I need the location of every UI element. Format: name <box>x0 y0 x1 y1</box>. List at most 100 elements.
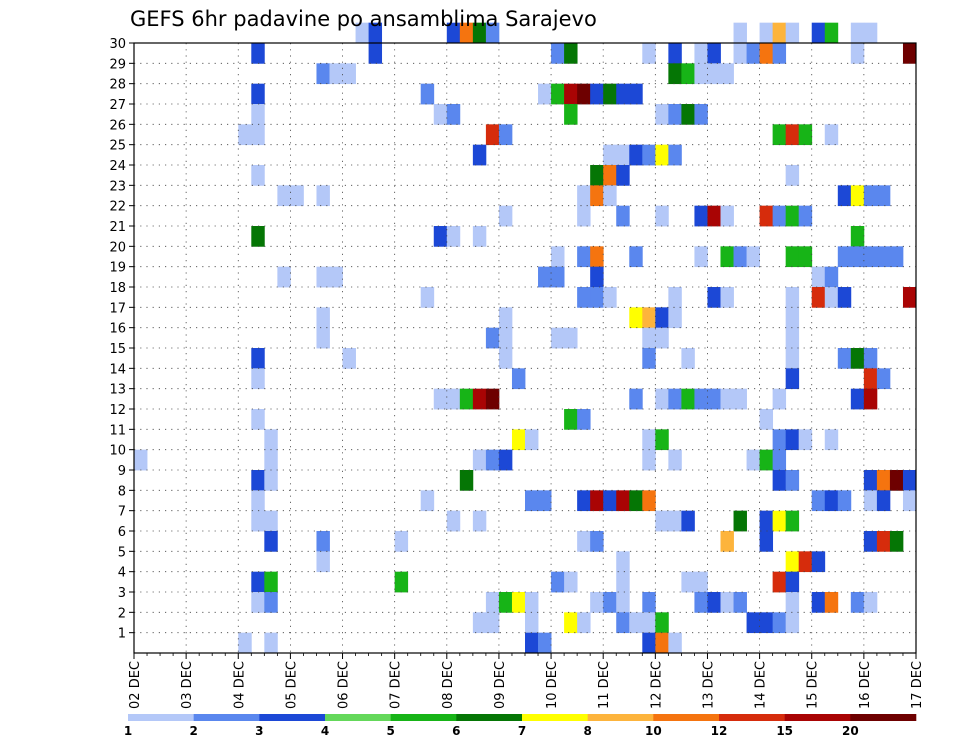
heatmap-cell <box>902 490 917 512</box>
heatmap-cell <box>577 83 591 105</box>
heatmap-cell <box>251 368 265 390</box>
heatmap-cell <box>603 185 617 207</box>
heatmap-cell <box>902 470 917 491</box>
heatmap-cell <box>603 490 617 512</box>
heatmap-cell <box>759 205 774 227</box>
heatmap-cell <box>707 388 721 410</box>
heatmap-cell <box>577 531 591 552</box>
heatmap-cell <box>642 449 656 471</box>
heatmap-cell <box>485 124 500 146</box>
heatmap-cell <box>564 409 578 430</box>
heatmap-cell <box>668 388 682 410</box>
heatmap-cell <box>485 449 500 471</box>
heatmap-cell <box>824 22 839 44</box>
heatmap-cell <box>629 490 643 512</box>
legend-label: 20 <box>842 724 859 738</box>
heatmap-cell <box>238 124 252 146</box>
heatmap-cell <box>902 287 917 308</box>
cells-layer <box>134 22 917 654</box>
y-tick-label: 28 <box>109 78 126 93</box>
heatmap-cell <box>811 592 826 613</box>
y-tick-label: 1 <box>118 627 126 642</box>
heatmap-cell <box>759 612 774 634</box>
heatmap-cell <box>707 205 721 227</box>
heatmap-cell <box>733 22 747 44</box>
heatmap-cell <box>668 632 682 654</box>
heatmap-cell <box>316 531 330 552</box>
heatmap-cell <box>251 571 265 593</box>
y-tick-label: 18 <box>109 281 126 296</box>
heatmap-cell <box>316 327 330 349</box>
heatmap-cell <box>811 287 826 308</box>
y-tick-label: 2 <box>118 606 126 621</box>
legend-swatch <box>259 714 326 721</box>
heatmap-cell <box>889 531 904 552</box>
heatmap-cell <box>290 185 304 207</box>
y-tick-label: 3 <box>118 586 126 601</box>
heatmap-cell <box>551 327 565 349</box>
heatmap-cell <box>785 470 800 491</box>
heatmap-cell <box>694 592 708 613</box>
heatmap-cell <box>720 287 734 308</box>
heatmap-cell <box>772 571 787 593</box>
heatmap-cell <box>876 246 891 268</box>
heatmap-cell <box>251 470 265 491</box>
heatmap-cell <box>772 22 787 44</box>
heatmap-cell <box>629 246 643 268</box>
heatmap-cell <box>277 266 291 288</box>
heatmap-cell <box>655 327 669 349</box>
heatmap-cell <box>564 104 578 125</box>
heatmap-cell <box>655 307 669 329</box>
heatmap-cell <box>251 165 265 186</box>
heatmap-cell <box>251 592 265 613</box>
heatmap-cell <box>616 144 630 166</box>
heatmap-cell <box>811 490 826 512</box>
heatmap-cell <box>459 22 474 44</box>
heatmap-cell <box>590 266 604 288</box>
heatmap-cell <box>525 592 539 613</box>
heatmap-cell <box>668 287 682 308</box>
heatmap-cell <box>681 510 695 532</box>
heatmap-cell <box>824 124 839 146</box>
y-tick-label: 27 <box>109 98 126 113</box>
heatmap-cell <box>707 287 721 308</box>
y-tick-label: 16 <box>109 322 126 337</box>
heatmap-cell <box>837 246 852 268</box>
heatmap-cell <box>681 348 695 369</box>
legend-swatch <box>390 714 457 721</box>
heatmap-cell <box>655 205 669 227</box>
heatmap-cell <box>863 592 878 613</box>
heatmap-cell <box>355 22 369 44</box>
y-tick-label: 4 <box>118 566 126 581</box>
heatmap-cell <box>733 43 747 64</box>
heatmap-cell <box>746 246 760 268</box>
heatmap-cell <box>681 388 695 410</box>
heatmap-cell <box>655 612 669 634</box>
heatmap-cell <box>746 43 760 64</box>
heatmap-cell <box>720 205 734 227</box>
legend-label: 1 <box>124 724 132 738</box>
heatmap-cell <box>472 388 487 410</box>
heatmap-cell <box>485 22 500 44</box>
heatmap-cell <box>850 185 865 207</box>
legend-label: 2 <box>189 724 197 738</box>
heatmap-cell <box>772 429 787 451</box>
heatmap-cell <box>577 246 591 268</box>
heatmap-cell <box>720 592 734 613</box>
legend-swatch <box>587 714 654 721</box>
heatmap-cell <box>668 63 682 85</box>
heatmap-cell <box>850 246 865 268</box>
heatmap-cell <box>889 246 904 268</box>
legend-swatch <box>128 714 194 721</box>
heatmap-cell <box>498 205 513 227</box>
heatmap-cell <box>590 246 604 268</box>
heatmap-cell <box>251 348 265 369</box>
heatmap-cell <box>603 144 617 166</box>
heatmap-cell <box>316 185 330 207</box>
heatmap-cell <box>616 612 630 634</box>
heatmap-cell <box>446 104 461 125</box>
x-tick-label: 04 DEC <box>232 661 247 709</box>
y-tick-label: 9 <box>118 464 126 479</box>
heatmap-cell <box>850 592 865 613</box>
heatmap-cell <box>616 592 630 613</box>
